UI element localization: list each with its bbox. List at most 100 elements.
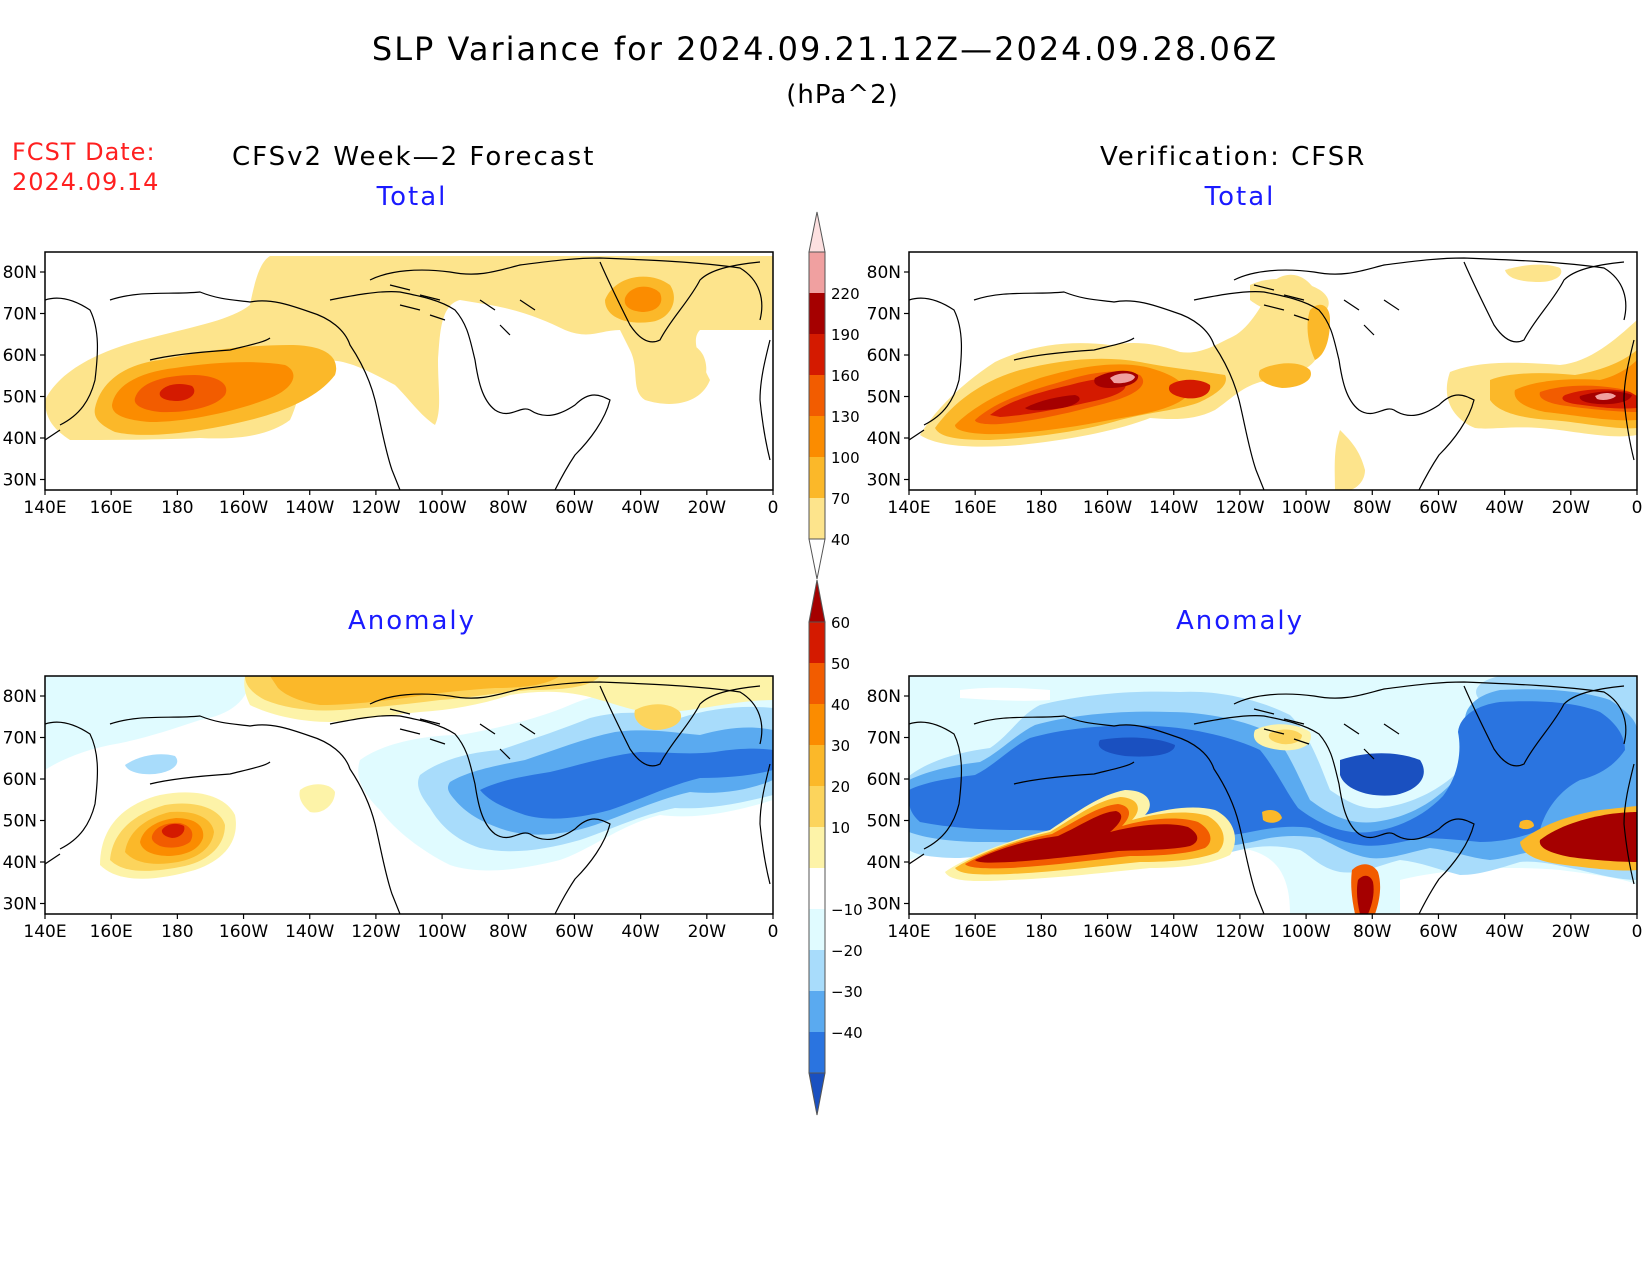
lon-tick-label: 80W (1353, 922, 1392, 942)
shade-pos20-30-greenland (634, 704, 682, 730)
lat-tick-label: 30N (867, 895, 901, 915)
lon-tick-label: 120W (351, 498, 400, 518)
lon-tick-label: 120W (351, 922, 400, 942)
lon-tick-label: 140W (285, 922, 334, 942)
shade-70-100-arctic (1307, 304, 1330, 360)
shade-deep-neg (1098, 737, 1424, 796)
colorbar-anomaly-label: 30 (831, 737, 850, 755)
colorbar-total-swatch (809, 498, 825, 539)
colorbar-anomaly-label: −20 (831, 942, 863, 960)
axis-ticks: 140E 160E 180 160W 140W 120W 100W 80W 60W 40W 20W 0… (3, 263, 1643, 942)
colorbar-total-low-triangle (808, 538, 826, 580)
shade-190-220 (1025, 395, 1080, 411)
lon-tick-label: 160E (954, 922, 997, 942)
colorbar-anomaly-swatch (809, 950, 825, 991)
lat-tick-label: 80N (3, 687, 37, 707)
lon-tick-label: 120W (1215, 498, 1264, 518)
shade-pos-south (299, 784, 335, 813)
shade-below-neg40 (480, 748, 773, 819)
lat-tick-label: 70N (867, 729, 901, 749)
panel-title-verification-anomaly: Anomaly (1175, 606, 1305, 636)
lon-tick-label: 140W (1149, 922, 1198, 942)
colorbar-total-label: 160 (831, 367, 860, 385)
forecast-total-map (44, 251, 774, 491)
lon-tick-label: 100W (417, 922, 466, 942)
forecast-anomaly-map (44, 675, 774, 915)
lat-tick-label: 80N (867, 263, 901, 283)
colorbar-total-swatch (809, 457, 825, 498)
lat-tick-label: 40N (867, 429, 901, 449)
lon-tick-label: 120W (1215, 922, 1264, 942)
lon-tick-label: 0 (768, 498, 779, 518)
lon-tick-label: 60W (555, 498, 594, 518)
verification-anomaly-coastlines (909, 681, 1635, 914)
lon-tick-label: 140E (887, 922, 930, 942)
colorbar-anomaly-swatch (809, 827, 825, 868)
colorbar-total-swatch (809, 375, 825, 416)
lat-tick-label: 50N (3, 812, 37, 832)
verification-total-frame (908, 251, 1638, 491)
lat-tick-label: 50N (3, 388, 37, 408)
lon-tick-label: 100W (1281, 498, 1330, 518)
lon-tick-label: 0 (768, 922, 779, 942)
verification-heading: Verification: CFSR (1100, 142, 1367, 172)
colorbar-anomaly-label: −30 (831, 983, 863, 1001)
shade-100-130-north (624, 286, 662, 312)
lon-tick-label: 20W (688, 922, 727, 942)
lon-tick-label: 20W (1552, 922, 1591, 942)
colorbar-total-label: 220 (831, 285, 860, 303)
colorbar-anomaly-label: 50 (831, 655, 850, 673)
lon-tick-label: 40W (621, 922, 660, 942)
lat-tick-label: 40N (3, 853, 37, 873)
lon-tick-label: 160E (954, 498, 997, 518)
colorbar-total-label: 70 (831, 490, 850, 508)
verification-anomaly-shading (909, 676, 1637, 914)
lat-tick-label: 70N (3, 729, 37, 749)
lon-tick-label: 20W (688, 498, 727, 518)
forecast-total-frame (44, 251, 774, 491)
lon-tick-label: 100W (417, 498, 466, 518)
lon-tick-label: 160E (90, 498, 133, 518)
colorbar-anomaly-label: 60 (831, 614, 850, 632)
lon-tick-label: 180 (161, 498, 193, 518)
shade-70-100-mid (1258, 363, 1311, 388)
shade-above-220 (1110, 373, 1135, 384)
colorbar-anomaly-label: −10 (831, 901, 863, 919)
lon-tick-label: 160W (219, 498, 268, 518)
lon-tick-label: 180 (1025, 922, 1057, 942)
forecast-anomaly-frame (44, 675, 774, 915)
lon-tick-label: 140W (1149, 498, 1198, 518)
lon-tick-label: 0 (1632, 922, 1643, 942)
colorbar-total-label: 100 (831, 449, 860, 467)
lat-tick-label: 80N (3, 263, 37, 283)
verification-anomaly-map (908, 675, 1638, 915)
lon-tick-label: 160W (1083, 922, 1132, 942)
lat-tick-label: 60N (3, 770, 37, 790)
forecast-anomaly-coastlines (45, 681, 771, 914)
colorbar-anomaly-label: 10 (831, 819, 850, 837)
colorbar-total-label: 130 (831, 408, 860, 426)
colorbar-total-swatch (809, 293, 825, 334)
lon-tick-label: 80W (489, 922, 528, 942)
fcst-date-label: FCST Date: (12, 138, 156, 166)
colorbar-anomaly-swatch (809, 745, 825, 786)
forecast-total-shading (45, 256, 773, 440)
shade-pos-arctic-b (1268, 729, 1302, 745)
panel-title-forecast-anomaly: Anomaly (347, 606, 477, 636)
lon-tick-label: 140E (23, 922, 66, 942)
shade-pos60-low (161, 823, 185, 838)
lat-tick-label: 80N (867, 687, 901, 707)
shade-above-220-east (1595, 393, 1616, 400)
shade-neg10-neg20-west (45, 676, 250, 770)
lat-tick-label: 40N (867, 853, 901, 873)
colorbar-anomaly-high-triangle (808, 579, 826, 623)
panel-title-forecast-total: Total (376, 182, 448, 212)
lon-tick-label: 140W (285, 498, 334, 518)
colorbar-total-outline (808, 251, 826, 540)
shade-pos60-south (1356, 875, 1374, 914)
lon-tick-label: 40W (621, 498, 660, 518)
colorbar-anomaly-swatch (809, 786, 825, 827)
colorbar-total-label: 190 (831, 326, 860, 344)
lon-tick-label: 160W (219, 922, 268, 942)
colorbar-anomaly-label: 20 (831, 778, 850, 796)
